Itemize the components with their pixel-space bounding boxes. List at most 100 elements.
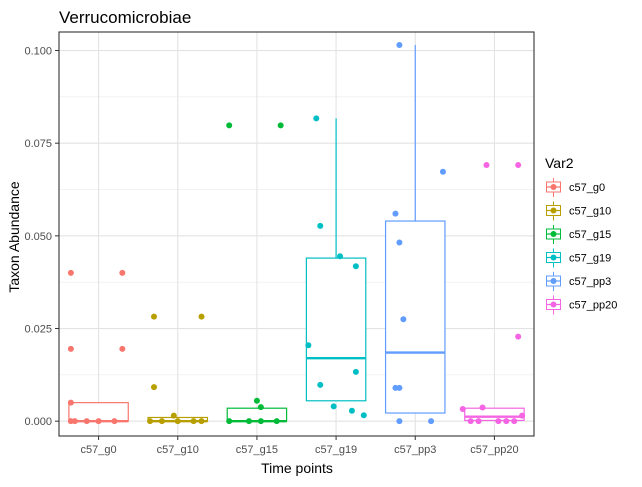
x-tick-label: c57_g0 (81, 444, 117, 456)
data-point (479, 404, 486, 411)
x-tick-label: c57_g10 (157, 444, 199, 456)
legend: Var2 c57_g0 c57_g10 c57_g15 c57_g19 c57_pp3c… (545, 155, 617, 315)
data-point (198, 313, 205, 320)
y-axis-label: Taxon Abundance (6, 181, 22, 293)
y-tick-label: 0.100 (24, 46, 52, 58)
data-point (158, 418, 165, 425)
legend-item-c57-g15: c57_g15 (546, 225, 611, 244)
legend-title: Var2 (545, 155, 574, 171)
data-point (151, 384, 157, 391)
legend-item-c57-pp20: c57_pp20 (546, 295, 617, 315)
box (305, 257, 367, 402)
panel-border (58, 31, 535, 437)
data-point (67, 345, 74, 352)
data-point (273, 418, 280, 425)
data-point (439, 168, 446, 175)
data-point (170, 412, 177, 419)
x-tick-label: c57_pp20 (470, 444, 518, 456)
box-group-c57-pp3 (384, 41, 446, 425)
y-tick-label: 0.000 (24, 416, 52, 428)
data-point (277, 122, 284, 129)
data-point (317, 222, 324, 229)
legend-key-point (550, 184, 557, 190)
data-point (360, 412, 367, 419)
data-point (483, 162, 490, 169)
data-point (257, 404, 264, 411)
x-tick-label: c57_g19 (315, 444, 357, 456)
plot-panel (59, 32, 534, 436)
data-point (519, 412, 526, 419)
data-point (396, 418, 403, 425)
data-point (352, 368, 359, 375)
data-point (459, 405, 466, 412)
data-point (257, 418, 264, 425)
data-point (515, 162, 522, 169)
data-point (317, 381, 324, 388)
data-point (337, 253, 344, 260)
legend-item-c57-g10: c57_g10 (546, 201, 611, 221)
box (384, 220, 446, 414)
data-point (95, 418, 102, 425)
data-point (396, 384, 403, 391)
data-point (226, 122, 233, 129)
y-tick-label: 0.025 (24, 324, 52, 336)
legend-label: c57_g10 (569, 206, 611, 218)
legend-item-c57-g0: c57_g0 (546, 178, 605, 197)
legend-label: c57_g0 (569, 182, 605, 194)
data-point (71, 418, 78, 425)
x-axis-label: Time points (261, 460, 333, 476)
chart-title: Verrucomicrobiae (59, 8, 191, 27)
data-point (503, 418, 510, 425)
data-point (400, 316, 407, 323)
data-point (119, 345, 126, 352)
y-tick-label: 0.050 (24, 231, 52, 243)
legend-key-point (550, 207, 557, 214)
data-point (352, 263, 359, 270)
data-point (495, 418, 502, 425)
legend-key-point (550, 254, 557, 261)
data-point (67, 269, 74, 276)
y-tick-label: 0.075 (24, 138, 52, 150)
data-point (392, 210, 399, 217)
box-group-c57-pp20 (459, 162, 526, 425)
plot-data (67, 41, 526, 425)
data-point (428, 418, 435, 425)
data-point (226, 418, 233, 425)
x-tick-label: c57_g15 (236, 444, 278, 456)
data-point (348, 407, 355, 414)
legend-item-c57-g19: c57_g19 (546, 248, 611, 268)
data-point (396, 239, 403, 246)
legend-label: c57_pp3 (569, 276, 611, 288)
legend-label: c57_g19 (569, 253, 611, 265)
data-point (396, 41, 403, 48)
box-group-c57-g10 (147, 313, 209, 425)
legend-label: c57_g15 (569, 229, 611, 241)
data-point (198, 418, 205, 425)
legend-key-point (550, 231, 557, 237)
box-group-c57-g19 (305, 115, 367, 419)
box-group-c57-g15 (226, 122, 288, 425)
data-point (111, 418, 118, 425)
data-point (147, 418, 154, 425)
data-point (246, 418, 252, 425)
legend-item-c57-pp3: c57_pp3 (546, 272, 611, 291)
data-point (313, 115, 320, 122)
data-point (330, 403, 337, 410)
box-group-c57-g0 (67, 269, 129, 425)
legend-label: c57_pp20 (569, 300, 617, 312)
data-point (190, 418, 197, 425)
data-point (475, 418, 482, 425)
x-tick-label: c57_pp3 (394, 444, 436, 456)
data-point (511, 418, 518, 425)
data-point (515, 333, 522, 340)
data-point (67, 399, 74, 406)
data-point (83, 418, 90, 425)
legend-key-point (550, 278, 557, 284)
data-point (174, 418, 181, 425)
axes: 0.000 0.025 0.050 0.075 0.100 c57_g0 c57_g10 c5… (24, 31, 535, 456)
data-point (253, 397, 260, 404)
data-point (467, 418, 474, 425)
data-point (305, 342, 312, 349)
